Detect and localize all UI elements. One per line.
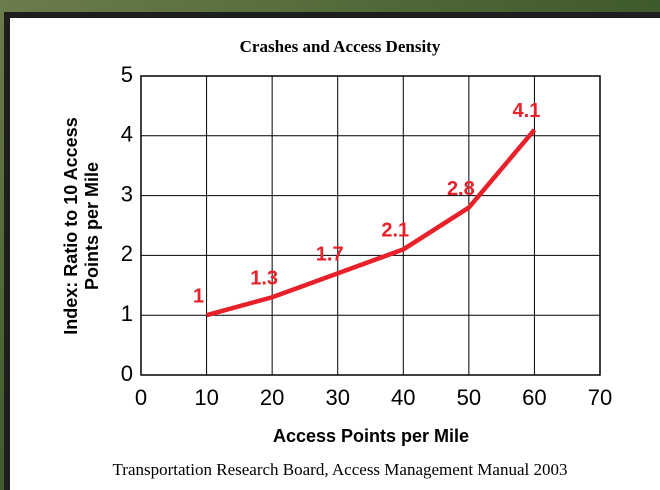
data-label: 1 [193,285,204,307]
y-tick-label: 0 [121,361,133,386]
x-tick-label: 40 [391,385,415,410]
y-axis-label: Index: Ratio to 10 Access [61,117,81,334]
data-label: 2.1 [381,220,409,242]
data-label: 1.7 [316,244,344,266]
y-tick-label: 3 [121,181,133,206]
y-tick-label: 5 [121,62,133,87]
page: Crashes and Access Density Index: Ratio … [0,0,660,490]
x-tick-label: 70 [588,385,612,410]
y-axis-label: Points per Mile [82,162,102,290]
x-tick-label: 0 [135,385,147,410]
x-tick-label: 20 [260,385,284,410]
x-axis-label: Access Points per Mile [273,426,469,446]
chart: Crashes and Access Density Index: Ratio … [0,0,660,490]
data-label: 2.8 [447,178,475,200]
chart-title: Crashes and Access Density [240,37,441,56]
data-label: 4.1 [513,100,541,122]
y-tick-label: 2 [121,241,133,266]
x-tick-label: 10 [194,385,218,410]
x-tick-label: 30 [325,385,349,410]
data-label: 1.3 [250,268,278,290]
x-tick-label: 50 [457,385,481,410]
y-tick-label: 4 [121,122,133,147]
source-note: Transportation Research Board, Access Ma… [113,460,568,479]
y-tick-label: 1 [121,301,133,326]
x-tick-label: 60 [522,385,546,410]
